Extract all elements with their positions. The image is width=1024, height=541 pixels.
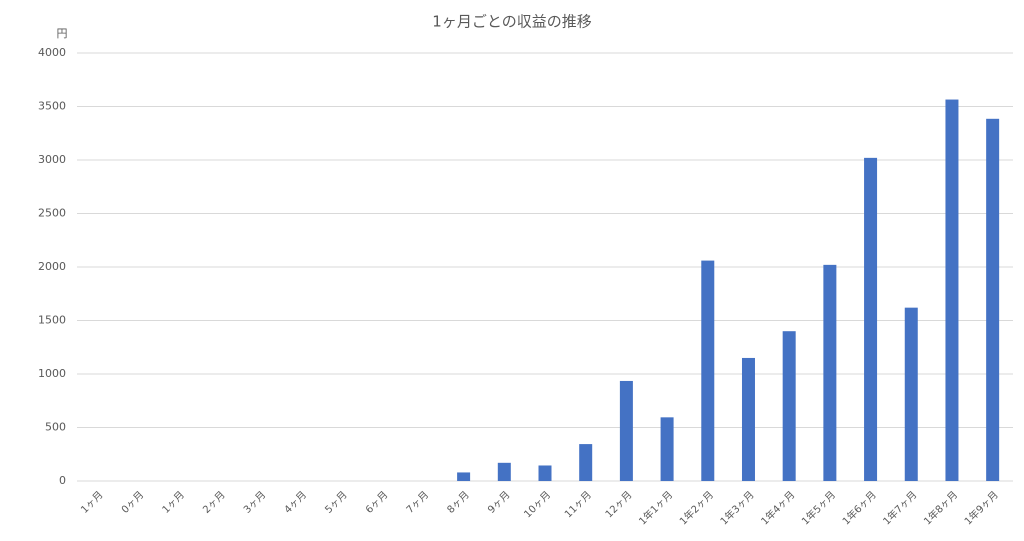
y-tick-label: 4000 [38, 46, 66, 59]
y-axis-label: 円 [57, 27, 68, 40]
bar [782, 331, 796, 481]
x-tick-label: 1年2ヶ月 [677, 488, 716, 527]
bar [741, 357, 755, 481]
x-tick-label: 1年9ヶ月 [961, 488, 1000, 527]
bar [497, 462, 511, 481]
x-tick-label: 4ヶ月 [282, 489, 309, 516]
x-tick-label: 7ヶ月 [404, 489, 431, 516]
x-tick-label: 1年8ヶ月 [921, 488, 960, 527]
x-tick-label: 6ヶ月 [363, 489, 390, 516]
y-tick-label: 2500 [38, 207, 66, 220]
bar [864, 157, 878, 482]
bar [660, 417, 674, 481]
x-tick-label: 3ヶ月 [241, 489, 268, 516]
x-tick-label: 1年4ヶ月 [758, 488, 797, 527]
bar [538, 465, 552, 481]
x-tick-label: 11ヶ月 [562, 489, 594, 521]
x-tick-label: 8ヶ月 [445, 489, 472, 516]
bar [701, 260, 715, 481]
bar [904, 307, 918, 481]
x-tick-label: 10ヶ月 [522, 489, 554, 521]
x-tick-label: 1年3ヶ月 [717, 488, 756, 527]
y-tick-label: 1500 [38, 314, 66, 327]
x-tick-label: 2ヶ月 [201, 489, 228, 516]
y-tick-label: 1000 [38, 367, 66, 380]
chart-title: 1ヶ月ごとの収益の推移 [432, 13, 591, 31]
y-tick-label: 0 [59, 474, 66, 487]
x-tick-label: 1年7ヶ月 [880, 488, 919, 527]
x-tick-label: 5ヶ月 [323, 489, 350, 516]
x-tick-label: 0ヶ月 [119, 489, 146, 516]
bar [986, 118, 1000, 482]
y-tick-label: 2000 [38, 260, 66, 273]
bar [945, 99, 959, 482]
y-tick-label: 3500 [38, 100, 66, 113]
bar [823, 264, 837, 481]
x-tick-label: 12ヶ月 [603, 489, 635, 521]
x-tick-label: 1年5ヶ月 [799, 488, 838, 527]
x-tick-label: 1年6ヶ月 [839, 488, 878, 527]
y-tick-label: 3000 [38, 153, 66, 166]
x-tick-label: 9ヶ月 [485, 489, 512, 516]
bar [579, 444, 593, 481]
x-tick-label: 1ヶ月 [160, 489, 187, 516]
bar [619, 380, 633, 481]
y-tick-label: 500 [45, 421, 66, 434]
bar [457, 472, 471, 481]
x-tick-label: 1ヶ月 [78, 489, 105, 516]
x-tick-label: 1年1ヶ月 [636, 488, 675, 527]
